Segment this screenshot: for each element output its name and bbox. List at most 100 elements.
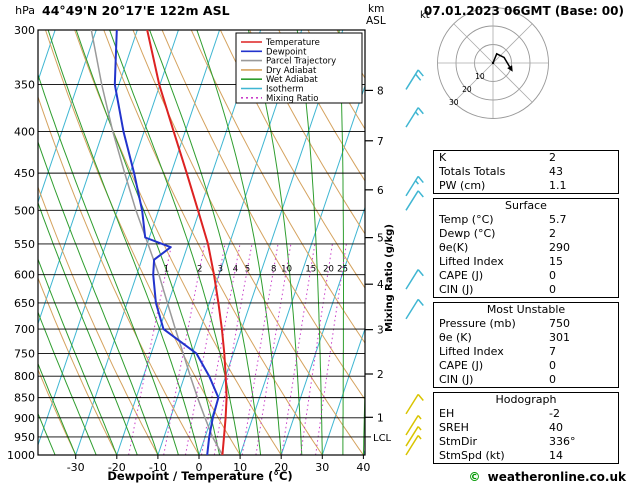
stats-row-label: PW (cm) [439, 179, 486, 192]
stats-row: CAPE (J) 0 [434, 359, 618, 373]
legend-box [235, 32, 363, 104]
legend-label: Dry Adiabat [266, 66, 317, 76]
stats-row: Lifted Index 15 [434, 255, 618, 269]
stats-box-surface: Surface Temp (°C) 5.7 Dewp (°C) 2 θe(K) 290 Lif… [433, 198, 619, 298]
hodograph-trace-arrowhead [507, 65, 513, 72]
legend-label: Temperature [265, 38, 320, 48]
lcl-label: LCL [373, 433, 392, 444]
pressure-tick-label: 350 [14, 78, 35, 91]
temp-tick-label: -30 [67, 461, 85, 474]
wind-barb-staff [405, 393, 419, 415]
temp-tick-label: 30 [315, 461, 329, 474]
km-tick-label: 3 [377, 325, 384, 337]
wind-barb-staff [405, 107, 419, 128]
wind-barb-flag [417, 69, 424, 77]
stats-row-label: Pressure (mb) [439, 317, 516, 330]
stats-row-value: 0 [549, 359, 556, 372]
stats-row: Totals Totals 43 [434, 165, 618, 179]
pressure-tick-label: 300 [14, 24, 35, 37]
station-title: 44°49'N 20°17'E 122m ASL [42, 3, 230, 18]
dry-adiabat-line [278, 30, 365, 182]
dry-adiabat-line [219, 30, 365, 289]
stats-row-value: 301 [549, 331, 570, 344]
wind-barb-half-flag [414, 180, 419, 185]
stats-row-value: 2 [549, 227, 556, 240]
copyright-symbol: © [468, 470, 480, 484]
stats-row-label: CIN (J) [439, 283, 474, 296]
wind-barb [405, 69, 424, 90]
stats-row-value: 14 [549, 449, 563, 462]
parcel-trajectory-curve [90, 30, 224, 455]
mixing-ratio-line [213, 243, 253, 455]
pressure-tick-label: 600 [14, 269, 35, 282]
dewpoint-curve [113, 30, 220, 455]
stats-row: SREH 40 [434, 421, 618, 435]
altitude-axis-unit-asl: ASL [366, 15, 386, 27]
copyright: © weatheronline.co.uk [468, 470, 627, 484]
datetime-label: 07.01.2023 06GMT (Base: 00) [424, 4, 624, 18]
stats-section-title: Hodograph [495, 393, 557, 406]
stats-row: θe (K) 301 [434, 331, 618, 345]
temp-tick-label: -10 [149, 461, 167, 474]
pressure-tick-label: 850 [14, 392, 35, 405]
pressure-tick-label: 450 [14, 167, 35, 180]
mixing-ratio-line [281, 243, 316, 455]
stats-row-value: -2 [549, 407, 560, 420]
km-tick-label: 5 [377, 233, 384, 245]
mixing-ratio-value-label: 5 [245, 265, 250, 275]
mixing-ratio-value-label: 4 [233, 265, 238, 275]
pressure-tick-label: 900 [14, 412, 35, 425]
wind-barb-staff [405, 176, 419, 197]
stats-row-label: CAPE (J) [439, 359, 484, 372]
stats-row-value: 40 [549, 421, 563, 434]
stats-row: CIN (J) 0 [434, 373, 618, 387]
plot-border [37, 29, 366, 456]
wind-barb-half-flag [417, 415, 422, 420]
km-tick-label: 2 [377, 369, 384, 381]
stats-row-label: Temp (°C) [439, 213, 494, 226]
stats-row-value: 750 [549, 317, 570, 330]
stats-row-label: EH [439, 407, 455, 420]
wind-barb-staff [405, 269, 419, 290]
wind-barb-staff [405, 298, 419, 320]
stats-row-value: 0 [549, 373, 556, 386]
stats-row-label: Lifted Index [439, 255, 504, 268]
mixing-ratio-axis-label: Mixing Ratio (g/kg) [384, 224, 395, 332]
stats-row-value: 0 [549, 269, 556, 282]
km-tick-label: 8 [377, 85, 384, 97]
legend-label: Isotherm [266, 85, 304, 95]
mixing-ratio-value-label: 3 [218, 265, 223, 275]
altitude-axis-unit-km: km [368, 3, 384, 15]
temp-tick-label: 20 [274, 461, 288, 474]
stats-box-summary: K 2 Totals Totals 43 PW (cm) 1.1 [433, 150, 619, 194]
stats-row-label: CAPE (J) [439, 269, 484, 282]
hodograph-ring-label: 30 [449, 98, 459, 107]
stats-row: StmSpd (kt) 14 [434, 449, 618, 463]
stats-box-most-unstable: Most Unstable Pressure (mb) 750 θe (K) 301 Li… [433, 302, 619, 388]
wet-adiabat-line [38, 362, 77, 455]
isotherm-line [321, 327, 365, 455]
stats-row-value: 1.1 [549, 179, 567, 192]
pressure-tick-label: 700 [14, 323, 35, 336]
mixing-ratio-line [163, 243, 206, 455]
legend-label: Wet Adiabat [266, 75, 318, 85]
wind-barb-staff [405, 69, 419, 90]
stats-row-label: Totals Totals [439, 165, 506, 178]
hodograph-unit-label: kt [420, 10, 430, 21]
isotherm-line [0, 30, 14, 455]
stats-row: CIN (J) 0 [434, 283, 618, 297]
chart-layers: 1 2 3 4 5 8 10 15 20 2530035040045050055060065070… [0, 7, 549, 474]
wind-barb [405, 107, 424, 128]
wind-barb [405, 426, 422, 447]
stats-section-title: Most Unstable [486, 303, 566, 316]
wet-adiabat-line [38, 310, 97, 455]
isotherm-line [38, 30, 138, 326]
pressure-tick-label: 500 [14, 204, 35, 217]
wet-adiabat-line [405, 30, 432, 455]
mixing-ratio-value-label: 20 [323, 265, 334, 275]
mixing-ratio-value-label: 2 [197, 265, 202, 275]
mixing-ratio-value-label: 15 [305, 265, 316, 275]
wind-barb [405, 175, 424, 197]
stats-row-label: SREH [439, 421, 469, 434]
wet-adiabat-line [47, 30, 200, 455]
